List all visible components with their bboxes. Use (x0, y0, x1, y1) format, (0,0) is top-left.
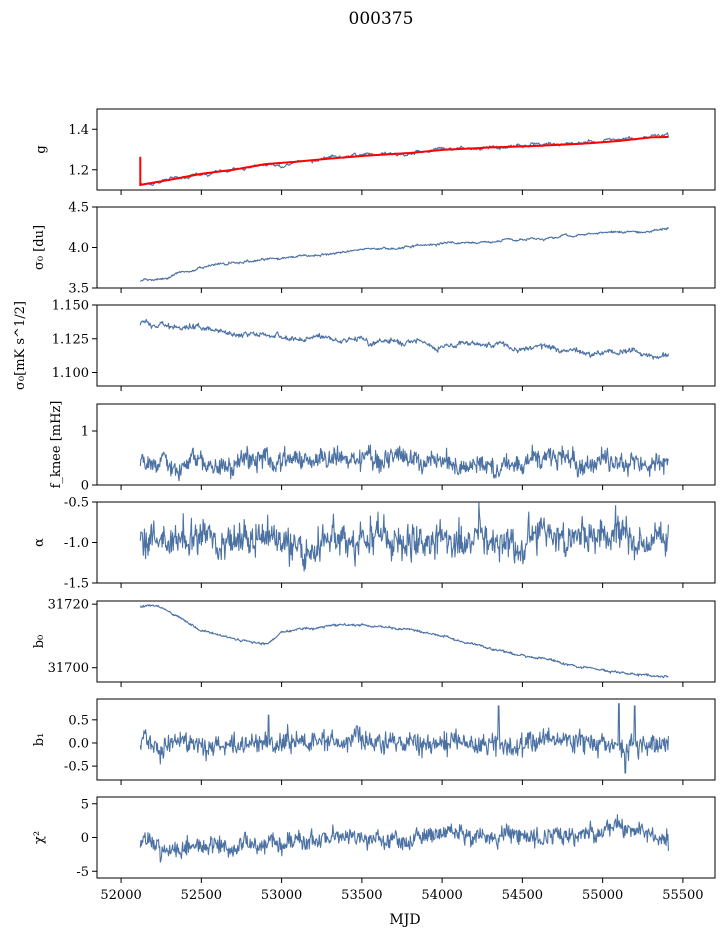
panel-g: 1.2 1.4 g (34, 108, 716, 195)
panels: 1.2 1.4 g 3.5 4.0 4.5 σ₀ [du] 1.100 1.125 1.150 σ₀… (13, 108, 716, 903)
plot-frame-fknee (96, 403, 716, 486)
series-line-b0 (139, 604, 669, 679)
y-axis-label-g: g (34, 145, 49, 153)
y-axis-label-sigma0_phys: σ₀[mK s^1/2] (13, 301, 28, 390)
y-tick-label: -5 (76, 865, 89, 880)
y-tick-label: 1.150 (52, 299, 89, 314)
plot-frame-b1 (96, 698, 716, 781)
y-axis-label-b1: b₁ (32, 733, 47, 747)
y-axis-label-chi2: χ² (32, 831, 47, 844)
panel-chi2: -5 0 5 χ² 52000 52500 53000 53500 54000 54500 5500… (32, 796, 716, 903)
plot-frame-sigma0_phys (96, 304, 716, 387)
y-tick-label: 0 (81, 479, 89, 494)
y-tick-label: 1.100 (52, 366, 89, 381)
y-tick-label: -0.5 (64, 496, 89, 511)
y-tick-label: 31720 (48, 598, 89, 613)
y-axis-label-fknee: f_knee [mHz] (49, 401, 64, 489)
figure-title: 000375 (349, 9, 414, 29)
plot-frame-g (96, 108, 716, 191)
x-tick-label: 55000 (582, 888, 623, 903)
y-tick-label: 0 (81, 831, 89, 846)
y-tick-label: 0.5 (68, 713, 89, 728)
series-line-sigma0 (139, 227, 669, 282)
x-tick-label: 52500 (181, 888, 222, 903)
x-tick-label: 53000 (261, 888, 302, 903)
series-line-sigma0_phys (139, 318, 669, 360)
panel-b1: -0.5 0.0 0.5 b₁ (32, 698, 716, 785)
fit-line-g (139, 135, 669, 186)
y-tick-label: 31700 (48, 661, 89, 676)
y-tick-label: -1.0 (64, 536, 89, 551)
plot-frame-sigma0 (96, 206, 716, 289)
y-tick-label: 1 (81, 425, 89, 440)
y-axis-label-sigma0: σ₀ [du] (32, 225, 47, 270)
series-line-b1 (139, 703, 669, 774)
plot-frame-b0 (96, 600, 716, 683)
x-tick-label: 54000 (421, 888, 462, 903)
series-line-fknee (139, 444, 669, 482)
panel-b0: 31700 31720 b₀ (32, 598, 716, 687)
panel-fknee: 0 1 f_knee [mHz] (49, 401, 716, 494)
y-tick-label: -0.5 (64, 760, 89, 775)
series-line-alpha (139, 502, 669, 572)
x-tick-label: 53500 (341, 888, 382, 903)
x-tick-label: 52000 (100, 888, 141, 903)
series-line-chi2 (139, 814, 669, 863)
y-axis-label-alpha: α (32, 538, 47, 547)
panel-sigma0: 3.5 4.0 4.5 σ₀ [du] (32, 201, 716, 297)
y-tick-label: 1.125 (52, 332, 89, 347)
y-axis-label-b0: b₀ (32, 635, 47, 649)
panel-sigma0_phys: 1.100 1.125 1.150 σ₀[mK s^1/2] (13, 299, 716, 391)
y-tick-label: -1.5 (64, 577, 89, 592)
y-tick-label: 4.0 (68, 241, 89, 256)
y-tick-label: 5 (81, 797, 89, 812)
y-tick-label: 1.2 (68, 163, 89, 178)
x-tick-label: 55500 (662, 888, 703, 903)
y-tick-label: 3.5 (68, 282, 89, 297)
y-tick-label: 1.4 (68, 123, 89, 138)
panel-alpha: -1.5 -1.0 -0.5 α (32, 496, 716, 592)
x-axis-label: MJD (389, 912, 420, 928)
y-tick-label: 4.5 (68, 201, 89, 216)
x-tick-label: 54500 (502, 888, 543, 903)
series-line-g (140, 132, 669, 186)
y-tick-label: 0.0 (68, 736, 89, 751)
